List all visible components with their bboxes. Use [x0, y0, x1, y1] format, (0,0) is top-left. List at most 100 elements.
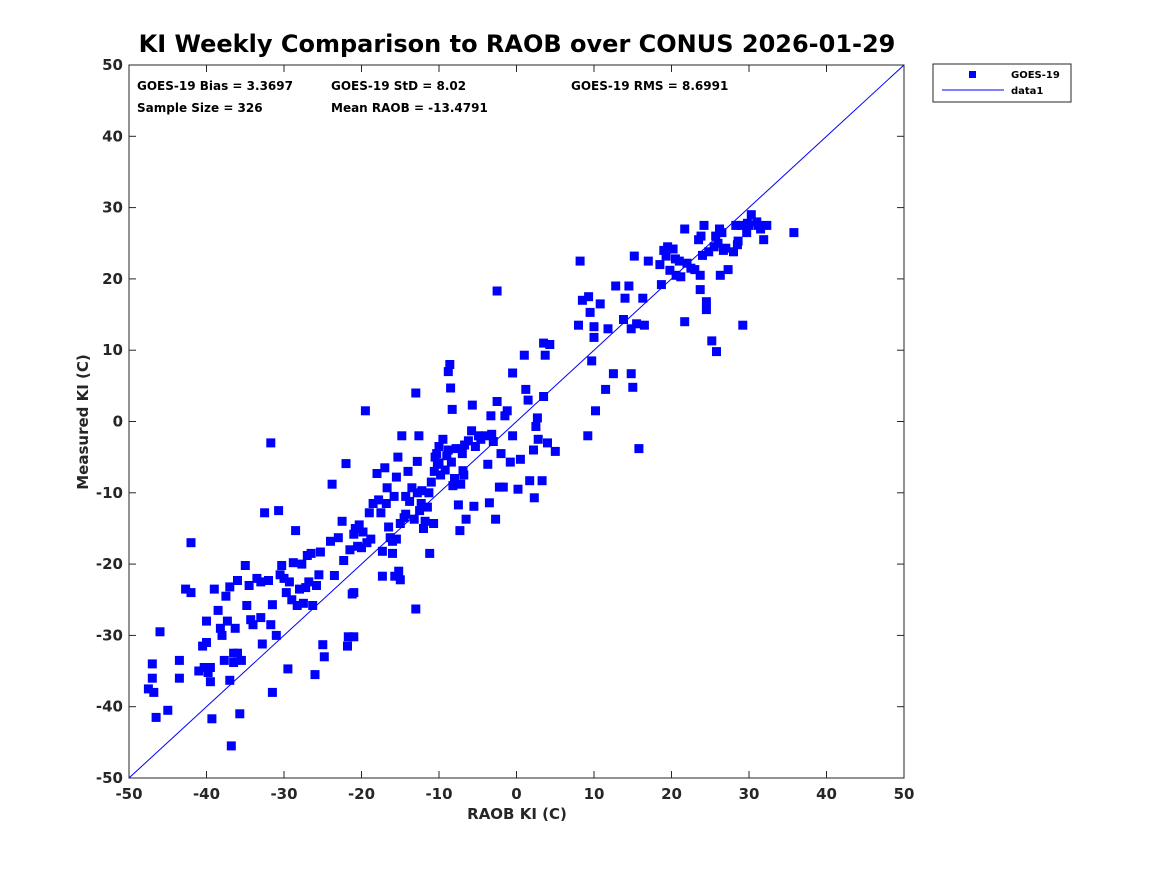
scatter-point — [484, 498, 494, 508]
scatter-point — [461, 514, 471, 524]
chart-title: KI Weekly Comparison to RAOB over CONUS … — [139, 30, 896, 58]
scatter-point — [420, 516, 430, 526]
scatter-point — [733, 236, 743, 246]
y-tick-label: -20 — [96, 555, 123, 573]
scatter-point — [467, 426, 477, 436]
series-layer — [128, 64, 905, 779]
scatter-point — [619, 315, 628, 324]
scatter-point — [343, 632, 353, 642]
scatter-point — [147, 673, 157, 683]
scatter-point — [257, 639, 267, 649]
scatter-point — [345, 545, 355, 555]
scatter-point — [434, 458, 444, 468]
scatter-point — [219, 655, 229, 665]
scatter-point — [529, 445, 538, 455]
y-tick-label: 20 — [102, 270, 123, 288]
scatter-point — [682, 258, 692, 268]
scatter-point — [729, 247, 738, 257]
scatter-point — [207, 714, 217, 724]
scatter-point — [532, 413, 542, 423]
scatter-point — [186, 588, 196, 598]
scatter-point — [723, 265, 733, 275]
scatter-point — [391, 534, 401, 544]
scatter-point — [260, 508, 270, 518]
scatter-point — [301, 583, 311, 593]
scatter-point — [656, 280, 666, 290]
scatter-point — [221, 591, 231, 601]
scatter-point — [446, 457, 456, 467]
scatter-point — [267, 600, 277, 610]
scatter-point — [721, 243, 731, 253]
stat-sample-size: Sample Size = 326 — [137, 101, 263, 115]
scatter-point — [319, 652, 329, 662]
scatter-point — [318, 640, 328, 650]
scatter-point — [297, 559, 307, 569]
scatter-point — [377, 571, 387, 581]
scatter-point — [147, 659, 157, 669]
scatter-point — [395, 575, 405, 585]
scatter-point — [624, 281, 634, 291]
scatter-point — [756, 224, 766, 234]
scatter-point — [244, 581, 254, 590]
x-axis-label: RAOB KI (C) — [467, 805, 567, 823]
scatter-point — [500, 411, 510, 421]
scatter-point — [498, 482, 508, 492]
scatter-point — [186, 538, 196, 548]
scatter-point — [789, 228, 799, 238]
scatter-point — [674, 256, 684, 266]
scatter-point — [589, 332, 599, 342]
scatter-point — [233, 576, 242, 585]
scatter-point — [759, 235, 769, 245]
legend-marker-goes19 — [969, 71, 976, 78]
scatter-point — [488, 437, 498, 446]
scatter-point — [391, 472, 401, 482]
scatter-point — [451, 444, 461, 454]
scatter-point — [390, 571, 400, 581]
scatter-point — [701, 305, 711, 315]
scatter-point — [713, 238, 723, 248]
scatter-point — [699, 220, 709, 230]
scatter-point — [388, 548, 397, 558]
scatter-point — [455, 526, 465, 536]
scatter-point — [264, 576, 273, 585]
y-tick-label: 10 — [102, 341, 123, 359]
scatter-point — [628, 382, 638, 392]
x-tick-label: 30 — [739, 785, 760, 803]
scatter-point — [417, 486, 427, 496]
scatter-point — [608, 369, 618, 379]
scatter-point — [151, 712, 161, 722]
stats-block: GOES-19 Bias = 3.3697 GOES-19 StD = 8.02… — [137, 79, 728, 115]
scatter-point — [225, 675, 235, 685]
scatter-point — [374, 495, 384, 505]
scatter-point — [209, 584, 219, 594]
scatter-point — [283, 664, 293, 674]
scatter-point — [364, 508, 374, 518]
scatter-point — [349, 632, 359, 642]
scatter-point — [287, 595, 297, 605]
scatter-point — [202, 638, 211, 647]
scatter-point — [680, 317, 690, 327]
scatter-point — [459, 470, 469, 480]
scatter-point — [601, 384, 611, 394]
scatter-point — [295, 584, 304, 594]
scatter-point — [481, 431, 490, 441]
scatter-point — [469, 501, 479, 511]
scatter-point — [513, 484, 523, 494]
scatter-point — [343, 641, 352, 651]
y-tick-label: -10 — [96, 484, 123, 502]
scatter-point — [540, 350, 550, 360]
scatter-point — [529, 493, 539, 503]
scatter-point — [577, 295, 587, 305]
scatter-point — [746, 210, 756, 220]
scatter-point — [419, 524, 428, 533]
scatter-point — [453, 500, 463, 510]
scatter-point — [738, 320, 748, 330]
scatter-point — [434, 442, 444, 451]
y-tick-label: 50 — [102, 56, 123, 74]
scatter-point — [638, 293, 648, 303]
scatter-point — [288, 558, 298, 568]
scatter-point — [312, 581, 321, 590]
scatter-point — [519, 350, 529, 360]
scatter-point — [155, 627, 165, 637]
scatter-point — [339, 556, 349, 565]
